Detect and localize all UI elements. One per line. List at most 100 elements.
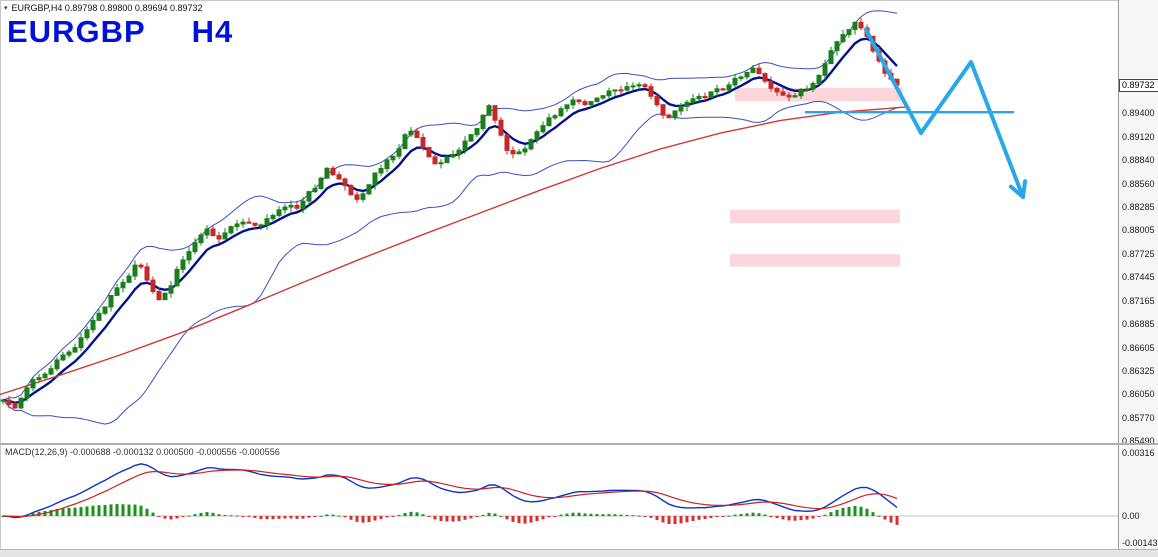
watermark-timeframe: H4 xyxy=(191,14,234,49)
macd-histogram-bar xyxy=(313,516,317,518)
panel-resize-divider[interactable] xyxy=(0,443,1158,445)
macd-plot-group xyxy=(0,463,1118,525)
symbol-dropdown-icon[interactable]: ▾ xyxy=(4,5,8,12)
macd-histogram-bar xyxy=(133,504,137,516)
candle-body xyxy=(606,90,612,97)
macd-histogram-bar xyxy=(307,516,311,518)
candle-body xyxy=(558,108,564,117)
candle-body xyxy=(414,130,420,139)
macd-histogram-bar xyxy=(499,515,503,517)
candle-body xyxy=(516,151,522,155)
macd-histogram-bar xyxy=(115,504,119,516)
macd-axis-label: -0.00143 xyxy=(1122,538,1158,548)
arrowhead xyxy=(1008,184,1025,199)
price-axis-label: 0.89120 xyxy=(1122,132,1155,142)
candle-body xyxy=(648,86,654,97)
candle-body xyxy=(396,148,402,157)
candle-body xyxy=(840,34,846,43)
candle-body xyxy=(354,194,360,200)
price-axis-label: 0.88840 xyxy=(1122,155,1155,165)
macd-histogram-bar xyxy=(505,516,509,520)
macd-histogram-bar xyxy=(103,505,107,516)
ohlc-text: EURGBP,H4 0.89798 0.89800 0.89694 0.8973… xyxy=(11,3,203,13)
candle-body xyxy=(696,95,702,100)
macd-histogram-bar xyxy=(607,514,611,516)
candle-body xyxy=(462,140,468,151)
macd-histogram-bar xyxy=(379,516,383,520)
candle-body xyxy=(384,159,390,170)
macd-histogram-bar xyxy=(91,505,95,516)
macd-histogram-bar xyxy=(781,516,785,520)
macd-histogram-bar xyxy=(31,513,35,516)
macd-histogram-bar xyxy=(739,514,743,516)
candle-body xyxy=(774,87,780,93)
macd-histogram-bar xyxy=(535,516,539,522)
candle-body xyxy=(282,206,288,211)
candle-body xyxy=(378,168,384,174)
candle-body xyxy=(390,155,396,161)
candle-body xyxy=(288,204,294,208)
candle-body xyxy=(474,128,480,136)
candle-body xyxy=(750,67,756,73)
candle-body xyxy=(96,312,102,321)
arrowhead xyxy=(1021,179,1028,199)
macd-indicator-label: MACD(12,26,9) -0.000688 -0.000132 0.0005… xyxy=(5,447,280,457)
candle-body xyxy=(858,21,864,29)
macd-histogram-bar xyxy=(139,505,143,516)
macd-histogram-bar xyxy=(547,516,551,518)
candle-body xyxy=(60,354,66,361)
candle-body xyxy=(180,259,186,270)
macd-signal-line xyxy=(2,469,898,518)
candle-body xyxy=(192,242,198,253)
macd-histogram-bar xyxy=(163,516,167,519)
price-axis-label: 0.87725 xyxy=(1122,249,1155,259)
candle-body xyxy=(408,130,414,136)
macd-histogram-bar xyxy=(595,514,599,516)
candle-body xyxy=(576,99,582,103)
macd-histogram-bar xyxy=(859,506,863,516)
candle-body xyxy=(360,193,366,200)
macd-histogram-bar xyxy=(427,516,431,517)
macd-histogram-bar xyxy=(805,516,809,520)
candle-body xyxy=(450,154,456,158)
macd-histogram-bar xyxy=(223,515,227,517)
macd-histogram-bar xyxy=(145,508,149,516)
candle-body xyxy=(366,184,372,195)
macd-histogram-bar xyxy=(625,514,629,516)
candle-body xyxy=(816,74,822,85)
macd-histogram-bar xyxy=(127,504,131,516)
candle-body xyxy=(102,306,108,314)
price-zone xyxy=(730,254,900,267)
candle-body xyxy=(426,147,432,158)
macd-histogram-bar xyxy=(397,514,401,516)
candle-body xyxy=(822,63,828,76)
candle-body xyxy=(114,287,120,296)
macd-histogram-bar xyxy=(751,512,755,516)
candle-body xyxy=(546,117,552,127)
candle-body xyxy=(582,101,588,106)
macd-histogram-bar xyxy=(673,516,677,525)
macd-main-line xyxy=(2,463,898,519)
macd-histogram-bar xyxy=(715,516,719,517)
macd-histogram-bar xyxy=(211,512,215,516)
macd-histogram-bar xyxy=(403,512,407,516)
macd-histogram-bar xyxy=(271,516,275,520)
candle-body xyxy=(480,114,486,130)
candle-body xyxy=(24,387,30,399)
macd-histogram-bar xyxy=(97,505,101,516)
candle-body xyxy=(438,162,444,165)
macd-histogram-bar xyxy=(877,515,881,517)
macd-histogram-bar xyxy=(331,514,335,516)
candle-body xyxy=(810,83,816,90)
macd-histogram-bar xyxy=(571,512,575,516)
candle-body xyxy=(246,221,252,224)
candle-body xyxy=(162,292,168,301)
candle-body xyxy=(300,200,306,209)
slow-ma-red-line xyxy=(0,106,906,396)
candle-body xyxy=(486,105,492,116)
macd-histogram-bar xyxy=(577,512,581,516)
candle-body xyxy=(552,115,558,119)
candle-body xyxy=(780,91,786,96)
candle-body xyxy=(846,29,852,36)
